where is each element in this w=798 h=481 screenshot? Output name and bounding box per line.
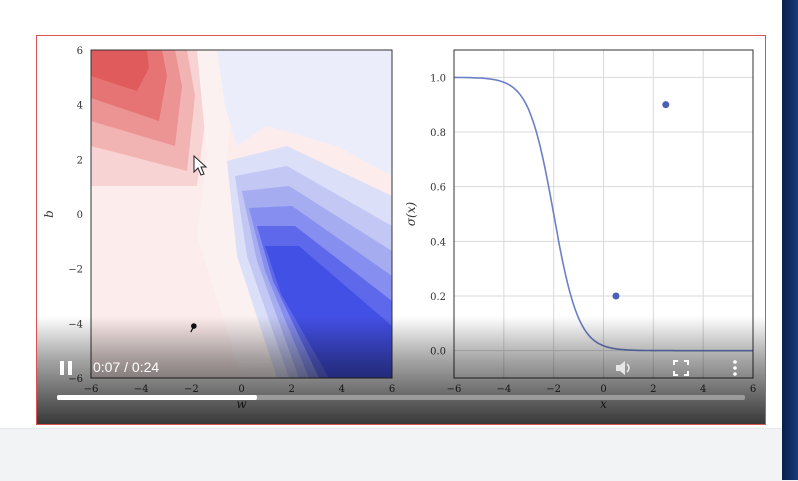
volume-icon (616, 361, 630, 375)
sigmoid-ytick-label: 0.8 (430, 128, 446, 139)
heatmap-ylabel: b (42, 210, 56, 218)
heatmap-ytick-label: 2 (77, 155, 83, 166)
controls-gradient (37, 316, 765, 424)
fullscreen-button[interactable] (672, 359, 690, 377)
sigmoid-ylabel: σ(x) (404, 202, 418, 227)
sigmoid-ytick-label: 1.0 (430, 73, 446, 84)
fullscreen-icon (673, 360, 689, 376)
sigmoid-ytick-label: 0.6 (430, 183, 446, 194)
mouse-cursor-icon (193, 154, 208, 176)
heatmap-ytick-label: 4 (77, 101, 83, 112)
time-display: 0:07 / 0:24 (93, 359, 160, 375)
page-bottom-band (0, 428, 798, 481)
more-options-button[interactable] (730, 359, 740, 377)
heatmap-ytick-label: 0 (77, 210, 83, 221)
background-window-edge (782, 0, 798, 480)
pause-icon (60, 361, 72, 375)
progress-bar[interactable] (57, 395, 745, 400)
more-vert-icon (733, 360, 737, 376)
sigmoid-data-point (612, 292, 620, 300)
video-player[interactable]: 6420−2−4−6−6−4−20246wb−6−4−202461.00.80.… (36, 35, 766, 425)
sigmoid-ytick-label: 0.2 (430, 292, 446, 303)
progress-bar-fill (57, 395, 257, 400)
sigmoid-data-point (662, 101, 670, 109)
video-controls: 0:07 / 0:24 (37, 351, 765, 391)
volume-button[interactable] (614, 359, 634, 377)
pause-button[interactable] (57, 359, 75, 377)
sigmoid-ytick-label: 0.4 (430, 237, 446, 248)
heatmap-ytick-label: −2 (68, 265, 83, 276)
heatmap-ytick-label: 6 (77, 46, 83, 57)
